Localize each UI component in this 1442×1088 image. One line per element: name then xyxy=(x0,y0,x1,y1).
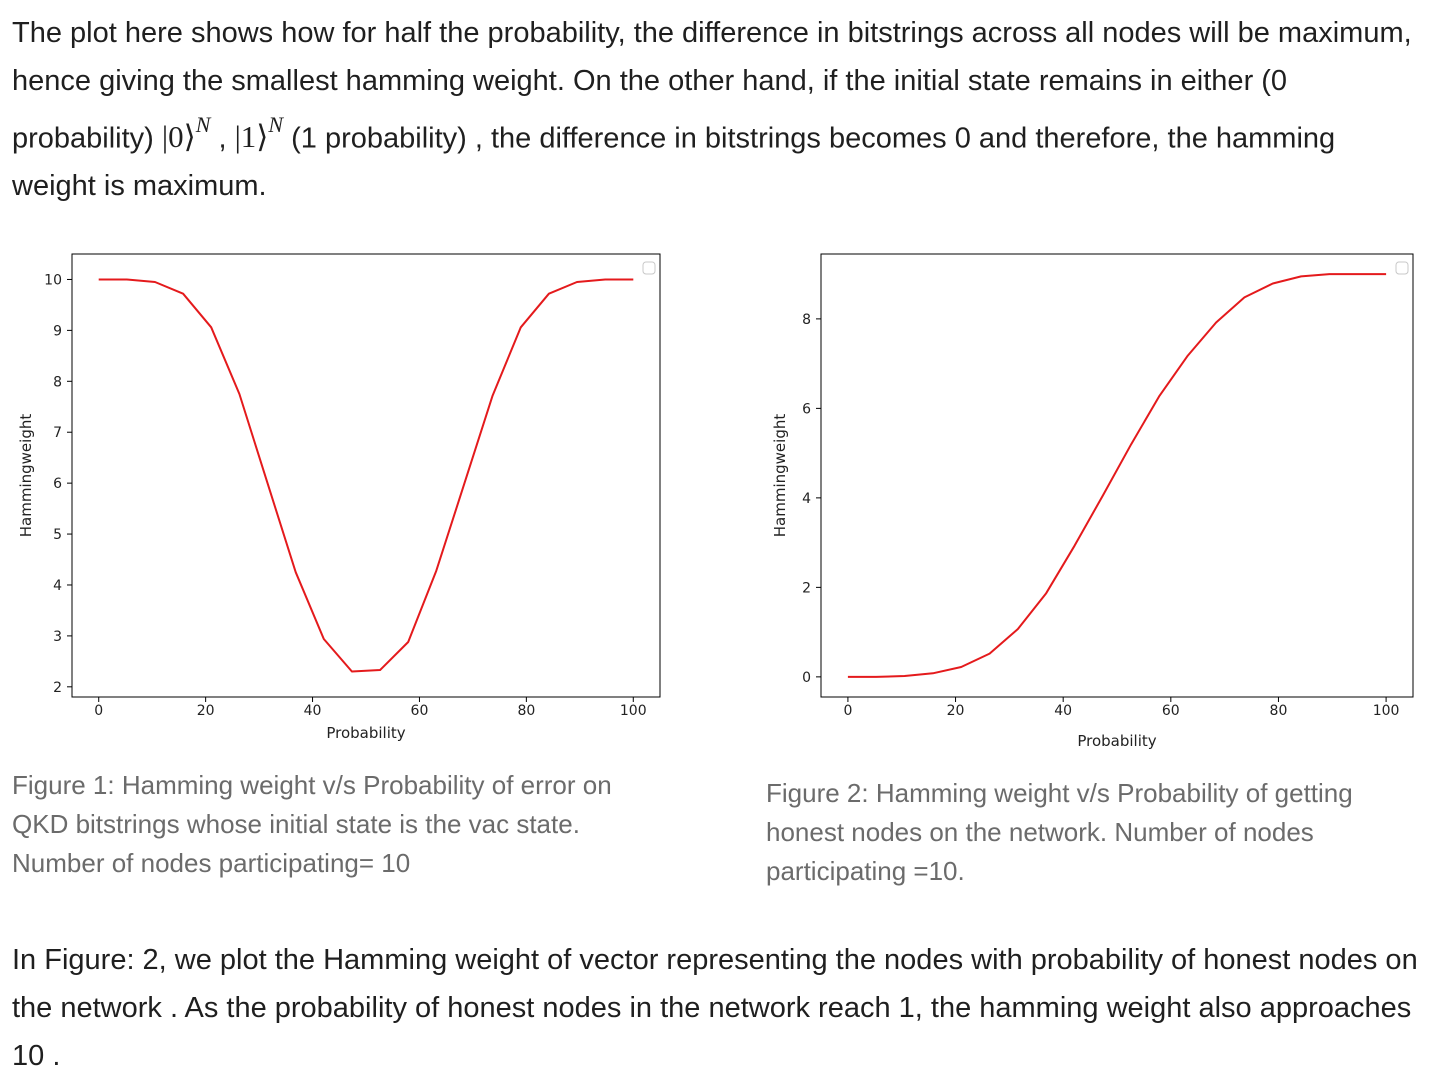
series-line xyxy=(98,278,634,673)
x-tick-label: 40 xyxy=(1054,703,1072,719)
intro-text-end: (1 probability) , the difference in bits… xyxy=(12,122,1336,203)
legend-box xyxy=(642,261,656,275)
x-tick-label: 0 xyxy=(94,703,103,719)
y-tick-label: 8 xyxy=(802,312,811,328)
plot-frame xyxy=(820,253,1414,698)
x-axis-label: Probability xyxy=(326,724,405,742)
y-tick-label: 6 xyxy=(53,476,62,492)
x-tick-label: 80 xyxy=(1270,703,1288,719)
y-tick-label: 9 xyxy=(53,323,62,339)
y-tick-label: 4 xyxy=(53,578,62,594)
x-axis-label: Probability xyxy=(1077,732,1156,750)
figure-1-caption: Figure 1: Hamming weight v/s Probability… xyxy=(12,770,612,878)
plot-frame xyxy=(71,253,661,698)
x-tick-label: 40 xyxy=(304,703,322,719)
outro-paragraph: In Figure: 2, we plot the Hamming weight… xyxy=(12,944,1418,1072)
y-tick-label: 10 xyxy=(44,272,62,288)
x-tick-label: 20 xyxy=(197,703,215,719)
y-tick-label: 4 xyxy=(802,491,811,507)
ket-one: |1⟩N xyxy=(234,112,284,155)
intro-text-start: The plot here shows how for half the pro… xyxy=(12,17,1412,155)
x-tick-label: 80 xyxy=(517,703,535,719)
intro-paragraph: The plot here shows how for half the pro… xyxy=(12,9,1422,210)
x-tick-label: 60 xyxy=(411,703,429,719)
x-tick-label: 60 xyxy=(1162,703,1180,719)
y-tick-label: 7 xyxy=(53,425,62,441)
x-tick-label: 100 xyxy=(620,703,647,719)
x-tick-label: 20 xyxy=(947,703,965,719)
series-line xyxy=(847,273,1387,678)
y-axis-label: Hammingweight xyxy=(17,414,35,538)
y-tick-label: 2 xyxy=(53,680,62,696)
ket-separator: , xyxy=(210,122,235,155)
ket-zero: |0⟩N xyxy=(161,112,211,155)
y-tick-label: 6 xyxy=(802,401,811,417)
y-tick-label: 2 xyxy=(802,580,811,596)
y-tick-label: 5 xyxy=(53,527,62,543)
y-tick-label: 3 xyxy=(53,629,62,645)
legend-box xyxy=(1395,261,1409,275)
y-tick-label: 8 xyxy=(53,374,62,390)
y-tick-label: 0 xyxy=(802,670,811,686)
y-axis-label: Hammingweight xyxy=(771,414,789,538)
x-tick-label: 100 xyxy=(1373,703,1400,719)
figure-2-caption: Figure 2: Hamming weight v/s Probability… xyxy=(766,778,1353,886)
x-tick-label: 0 xyxy=(843,703,852,719)
